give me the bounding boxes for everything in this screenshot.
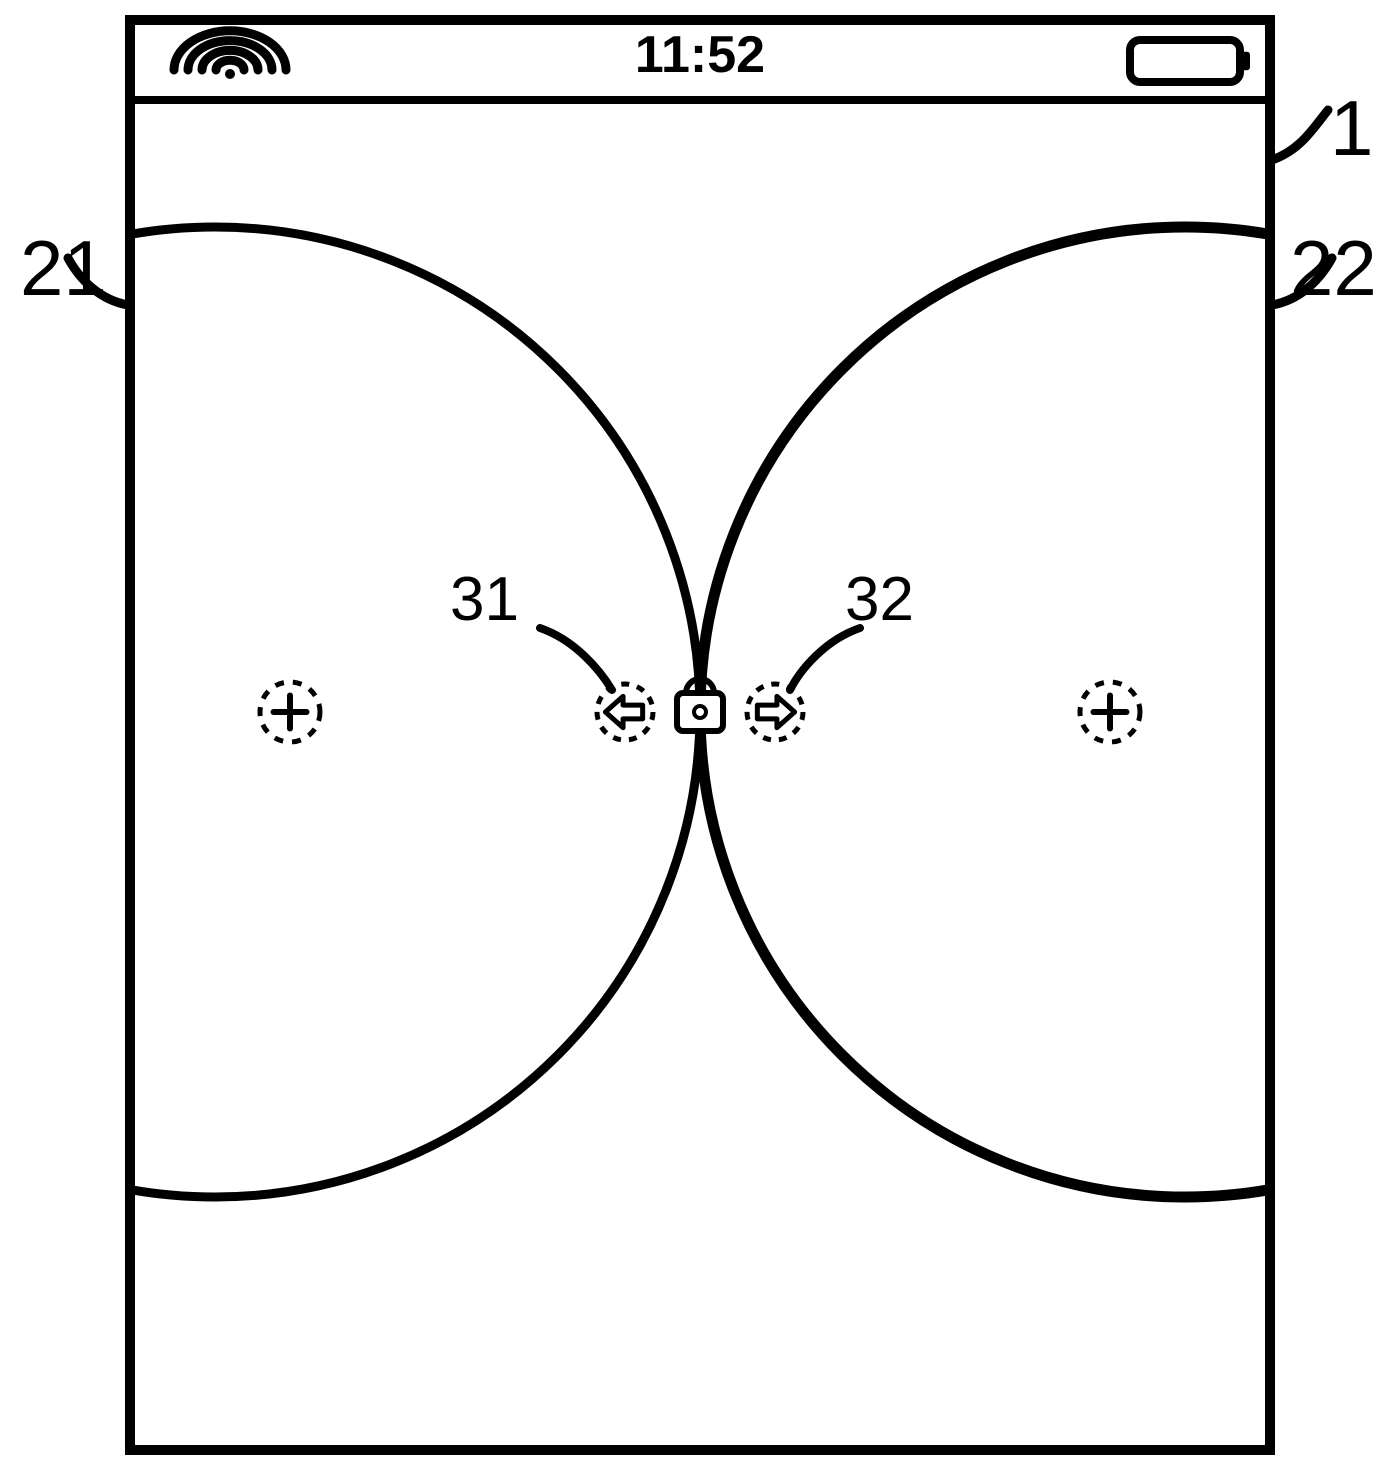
- arrow-marker-right: [747, 684, 803, 740]
- leader-ld_1: [1272, 110, 1328, 160]
- statusbar-time: 11:52: [635, 26, 765, 84]
- label-lbl_1: 1: [1330, 84, 1373, 172]
- leader-ld_32: [790, 628, 860, 690]
- battery-icon: [1130, 40, 1250, 82]
- leader-ld_31: [540, 628, 612, 690]
- arrow-marker-left: [597, 684, 653, 740]
- label-lbl_21: 21: [20, 224, 107, 312]
- label-lbl_32: 32: [845, 565, 914, 634]
- wifi-icon: [174, 31, 286, 79]
- label-lbl_31: 31: [450, 565, 519, 634]
- plus-marker-left: [260, 682, 320, 742]
- label-lbl_22: 22: [1290, 224, 1377, 312]
- plus-marker-right: [1080, 682, 1140, 742]
